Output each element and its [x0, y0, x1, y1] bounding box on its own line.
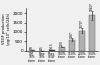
Bar: [49, 50, 55, 51]
Bar: [29, 50, 35, 51]
Bar: [79, 31, 85, 51]
Text: 8.5: 8.5: [40, 45, 44, 50]
Text: 200: 200: [60, 40, 64, 46]
Bar: [59, 47, 65, 51]
Text: 50: 50: [30, 45, 34, 49]
Text: 1070*: 1070*: [80, 18, 84, 28]
Text: 1880*: 1880*: [90, 2, 94, 11]
Text: 590*: 590*: [70, 30, 74, 38]
Y-axis label: VEGF production
(pg/10⁶ cells/24h): VEGF production (pg/10⁶ cells/24h): [2, 13, 11, 45]
Bar: [69, 40, 75, 51]
Bar: [89, 15, 95, 51]
Text: 54.5: 54.5: [50, 42, 54, 49]
